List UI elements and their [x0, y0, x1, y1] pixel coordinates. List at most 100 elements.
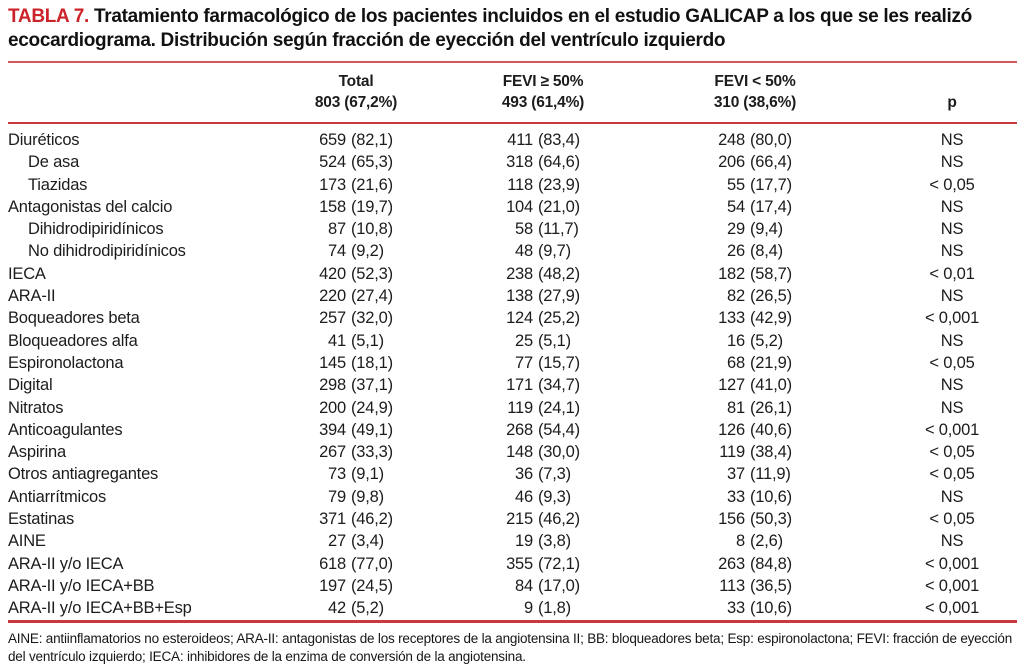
header-col-fevi-ge-50: FEVI ≥ 50% 493 (61,4%) — [473, 71, 613, 113]
cell-total: 79 (9,8) — [328, 487, 384, 506]
cell-fevi-lt-50: 206 (66,4) — [718, 153, 792, 172]
drug-label: Antagonistas del calcio — [8, 197, 173, 216]
drug-label: Antiarrítmicos — [8, 487, 107, 506]
cell-fevi-lt-50: 37 (11,9) — [727, 465, 791, 484]
drug-label: ARA-II y/o IECA+BB — [8, 576, 155, 595]
cell-p-value: < 0,001 — [924, 599, 980, 618]
cell-fevi-lt-50: 81 (26,1) — [727, 398, 792, 417]
table-row: Boqueadores beta 257 (32,0) 124 (25,2) 133… — [8, 307, 1017, 329]
drug-label: Otros antiagregantes — [8, 465, 159, 484]
table-number-tag: TABLA 7. — [8, 6, 89, 27]
cell-fevi-lt-50: 133 (42,9) — [718, 309, 792, 328]
cell-total: 394 (49,1) — [319, 420, 393, 439]
cell-fevi-ge-50: 215 (46,2) — [506, 510, 580, 529]
cell-total: 659 (82,1) — [319, 131, 393, 149]
cell-fevi-ge-50: 119 (24,1) — [507, 398, 580, 417]
header-col-fevi-ge-50-label: FEVI ≥ 50% — [502, 73, 584, 90]
table-row: Estatinas 371 (46,2) 215 (46,2) 156 (50,3) … — [8, 508, 1017, 530]
table-row: ARA-II y/o IECA 618 (77,0) 355 (72,1) 263(… — [8, 553, 1017, 575]
table-row: Nitratos 200 (24,9) 119 (24,1) 81 (26,1) NS — [8, 397, 1017, 419]
table-row: Tiazidas 173 (21,6) 118 (23,9) 55 (17,7) < … — [8, 174, 1017, 196]
cell-fevi-lt-50: 156 (50,3) — [718, 510, 792, 529]
header-col-total: Total 803 (67,2%) — [286, 71, 426, 113]
table-row: Otros antiagregantes 73 (9,1) 36 (7,3) 37(… — [8, 463, 1017, 485]
cell-fevi-ge-50: 9 (1,8) — [524, 599, 571, 618]
table-row: Digital 298 (37,1) 171 (34,7) 127 (41,0) NS — [8, 374, 1017, 396]
cell-p-value: NS — [940, 532, 964, 551]
cell-p-value: NS — [940, 376, 964, 395]
cell-fevi-ge-50: 58 (11,7) — [515, 220, 579, 239]
cell-p-value: < 0,001 — [924, 420, 980, 439]
cell-fevi-ge-50: 411 (83,4) — [507, 131, 580, 149]
cell-fevi-ge-50: 19 (3,8) — [515, 532, 571, 551]
table-row: Antiarrítmicos 79 (9,8) 46 (9,3) 33 (10,6) … — [8, 486, 1017, 508]
table-body: Diuréticos 659 (82,1) 411 (83,4) 248 (80,0)… — [8, 129, 1017, 620]
drug-label: ARA-II — [8, 287, 56, 306]
cell-total: 420 (52,3) — [319, 264, 393, 283]
cell-fevi-lt-50: 126 (40,6) — [718, 420, 792, 439]
table-row: Espironolactona 145 (18,1) 77 (15,7) 68 (21… — [8, 352, 1017, 374]
divider-bottom — [8, 619, 1017, 623]
cell-p-value: < 0,05 — [929, 465, 975, 484]
table-title-text: Tratamiento farmacológico de los pacient… — [8, 6, 972, 51]
cell-fevi-ge-50: 171 (34,7) — [506, 376, 580, 395]
table-footnote: AINE: antiinflamatorios no esteroideos; … — [8, 630, 1013, 664]
cell-p-value: NS — [940, 487, 964, 506]
cell-p-value: NS — [940, 398, 964, 417]
drug-label: Anticoagulantes — [8, 420, 123, 439]
cell-p-value: < 0,001 — [924, 576, 980, 595]
table-row: No dihidrodipiridínicos 74 (9,2) 48 (9,7) … — [8, 240, 1017, 262]
cell-total: 618 (77,0) — [319, 554, 393, 573]
header-col-fevi-lt-50: FEVI < 50% 310 (38,6%) — [685, 71, 825, 113]
cell-p-value: NS — [940, 331, 964, 350]
cell-fevi-lt-50: 26 (8,4) — [727, 242, 783, 261]
cell-fevi-lt-50: 54 (17,4) — [727, 197, 792, 216]
cell-fevi-ge-50: 48 (9,7) — [515, 242, 571, 261]
cell-total: 145 (18,1) — [319, 353, 393, 372]
cell-fevi-ge-50: 238 (48,2) — [506, 264, 580, 283]
cell-total: 27 (3,4) — [328, 532, 384, 551]
cell-fevi-ge-50: 77 (15,7) — [515, 353, 580, 372]
cell-total: 200 (24,9) — [319, 398, 393, 417]
drug-label: Dihidrodipiridínicos — [28, 220, 164, 239]
cell-fevi-lt-50: 127 (41,0) — [718, 376, 792, 395]
drug-label: ARA-II y/o IECA — [8, 554, 124, 573]
cell-total: 197 (24,5) — [319, 576, 393, 595]
table-row: Bloqueadores alfa 41 (5,1) 25 (5,1) 16 (5,2… — [8, 330, 1017, 352]
cell-p-value: < 0,05 — [929, 510, 975, 529]
drug-label: Aspirina — [8, 443, 67, 462]
cell-fevi-ge-50: 104 (21,0) — [506, 197, 580, 216]
table-row: Anticoagulantes 394 (49,1) 268 (54,4) 126(… — [8, 419, 1017, 441]
cell-fevi-lt-50: 29 (9,4) — [727, 220, 783, 239]
cell-fevi-ge-50: 138 (27,9) — [506, 287, 580, 306]
cell-total: 74 (9,2) — [328, 242, 384, 261]
divider-top — [8, 61, 1017, 63]
drug-label: De asa — [28, 153, 80, 172]
cell-total: 267 (33,3) — [319, 443, 393, 462]
cell-total: 257 (32,0) — [319, 309, 393, 328]
cell-total: 371 (46,2) — [319, 510, 393, 529]
cell-fevi-lt-50: 8 (2,6) — [736, 532, 783, 551]
table-row: Dihidrodipiridínicos 87 (10,8) 58 (11,7) 2… — [8, 218, 1017, 240]
cell-fevi-ge-50: 118 (23,9) — [507, 175, 580, 194]
table-row: Diuréticos 659 (82,1) 411 (83,4) 248 (80,0)… — [8, 129, 1017, 151]
cell-total: 298 (37,1) — [319, 376, 393, 395]
drug-label: Digital — [8, 376, 53, 395]
table-header-row: Total 803 (67,2%) FEVI ≥ 50% 493 (61,4%)… — [8, 63, 1017, 122]
header-col-total-label: Total — [338, 73, 374, 90]
drug-label: No dihidrodipiridínicos — [28, 242, 186, 261]
cell-fevi-lt-50: 119 (38,4) — [719, 443, 792, 462]
drug-label: Estatinas — [8, 510, 75, 529]
cell-fevi-ge-50: 124 (25,2) — [506, 309, 580, 328]
cell-p-value: < 0,001 — [924, 554, 980, 573]
cell-p-value: NS — [940, 197, 964, 216]
cell-fevi-lt-50: 33 (10,6) — [727, 599, 792, 618]
cell-p-value: < 0,05 — [929, 443, 975, 462]
cell-fevi-ge-50: 46 (9,3) — [515, 487, 571, 506]
cell-total: 73 (9,1) — [328, 465, 384, 484]
cell-p-value: < 0,05 — [929, 353, 975, 372]
cell-fevi-lt-50: 55 (17,7) — [727, 175, 792, 194]
cell-fevi-ge-50: 268 (54,4) — [506, 420, 580, 439]
table-row: IECA 420 (52,3) 238 (48,2) 182 (58,7) < 0,0… — [8, 263, 1017, 285]
cell-fevi-lt-50: 113 (36,5) — [719, 576, 792, 595]
